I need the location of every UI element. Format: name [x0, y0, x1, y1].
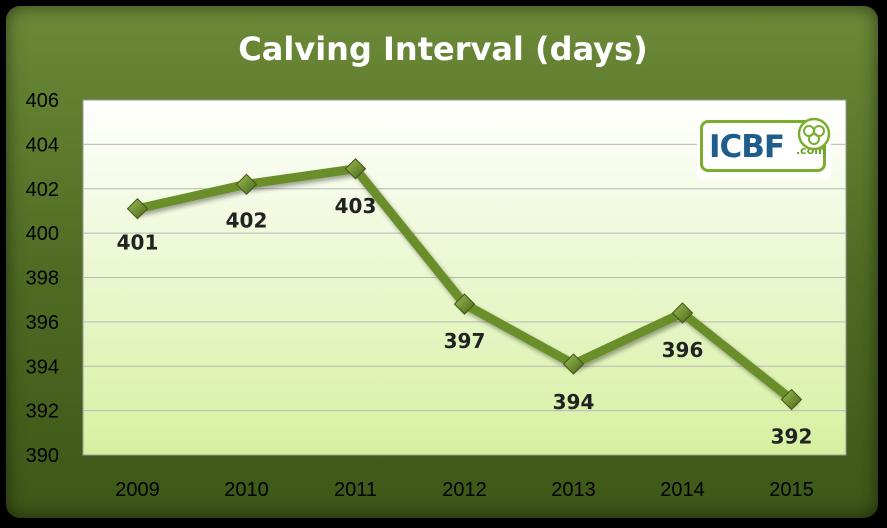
- data-point-marker: [235, 173, 258, 196]
- data-labels: 401 402 403 397 394 396 392: [117, 194, 813, 449]
- y-tick-label: 390: [26, 445, 59, 467]
- x-tick-label: 2011: [334, 479, 377, 501]
- logo-text: ICBF: [709, 129, 785, 165]
- y-tick-label: 402: [26, 179, 59, 201]
- data-point-marker: [562, 353, 585, 375]
- data-point-marker: [453, 293, 476, 315]
- data-label: 392: [771, 425, 813, 449]
- x-tick-label: 2015: [769, 479, 814, 501]
- data-label: 401: [117, 231, 159, 255]
- data-label: 402: [226, 208, 268, 232]
- data-point-marker: [780, 388, 803, 411]
- x-tick-label: 2012: [442, 479, 487, 501]
- data-point-marker: [671, 302, 694, 324]
- y-tick-label: 400: [26, 223, 59, 245]
- x-tick-label: 2009: [115, 479, 160, 501]
- data-label: 403: [335, 194, 377, 218]
- chart-title: Calving Interval (days): [238, 30, 647, 68]
- y-tick-label: 394: [26, 356, 59, 378]
- icbf-logo: ICBF .com: [697, 115, 831, 179]
- cow-emblem-icon: [797, 117, 831, 151]
- x-tick-label: 2010: [224, 479, 269, 501]
- x-tick-label: 2014: [660, 479, 705, 501]
- data-label: 396: [662, 338, 704, 362]
- data-point-marker: [126, 198, 149, 220]
- y-tick-label: 396: [26, 312, 59, 334]
- y-tick-label: 406: [26, 90, 59, 112]
- y-tick-label: 404: [26, 134, 59, 156]
- x-tick-label: 2013: [551, 479, 596, 501]
- y-axis: 390 392 394 396 398 400 402 404 406: [26, 90, 59, 467]
- y-tick-label: 398: [26, 268, 59, 290]
- series-calving-interval: [126, 158, 803, 411]
- data-point-marker: [344, 158, 367, 180]
- logo-border: ICBF .com: [700, 117, 831, 172]
- y-tick-label: 392: [26, 401, 59, 423]
- data-label: 397: [444, 329, 486, 353]
- x-axis: 2009 2010 2011 2012 2013 2014 2015: [115, 479, 814, 501]
- data-label: 394: [553, 390, 595, 414]
